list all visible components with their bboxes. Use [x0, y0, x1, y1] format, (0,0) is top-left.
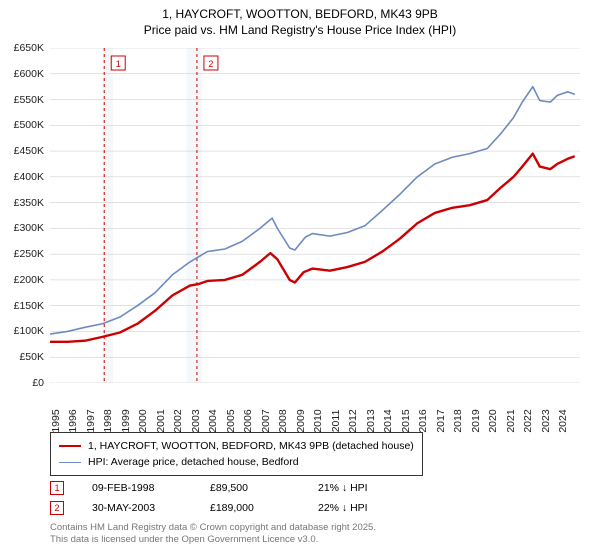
legend-item: 1, HAYCROFT, WOOTTON, BEDFORD, MK43 9PB … [59, 438, 414, 454]
x-tick-label: 1999 [120, 409, 132, 432]
chart-title-block: 1, HAYCROFT, WOOTTON, BEDFORD, MK43 9PB … [0, 0, 600, 38]
x-tick-label: 2000 [137, 409, 149, 432]
legend: 1, HAYCROFT, WOOTTON, BEDFORD, MK43 9PB … [50, 432, 423, 476]
y-tick-label: £400K [14, 171, 44, 183]
svg-text:2: 2 [208, 59, 213, 69]
chart-svg: 12 [50, 48, 580, 383]
x-tick-label: 2007 [260, 409, 272, 432]
x-axis: 1995 1996 1997 1998 1999 2000 2001 2002 2003 2004… [50, 386, 580, 430]
x-tick-label: 1998 [102, 409, 114, 432]
x-tick-label: 2016 [417, 409, 429, 432]
sale-delta: 22% ↓ HPI [318, 502, 408, 514]
y-tick-label: £550K [14, 94, 44, 106]
legend-item: HPI: Average price, detached house, Bedf… [59, 454, 414, 470]
x-tick-label: 2015 [400, 409, 412, 432]
y-tick-label: £500K [14, 119, 44, 131]
y-tick-label: £250K [14, 248, 44, 260]
sale-row: 1 09-FEB-1998 £89,500 21% ↓ HPI [50, 478, 408, 498]
attribution-line1: Contains HM Land Registry data © Crown c… [50, 522, 376, 534]
x-tick-label: 2005 [225, 409, 237, 432]
legend-swatch [59, 462, 81, 463]
x-tick-label: 2019 [470, 409, 482, 432]
x-tick-label: 2021 [505, 409, 517, 432]
x-tick-label: 2018 [452, 409, 464, 432]
x-tick-label: 2023 [540, 409, 552, 432]
y-tick-label: £350K [14, 197, 44, 209]
title-line1: 1, HAYCROFT, WOOTTON, BEDFORD, MK43 9PB [0, 6, 600, 22]
sale-date: 30-MAY-2003 [92, 502, 182, 514]
y-tick-label: £200K [14, 274, 44, 286]
attribution-line2: This data is licensed under the Open Gov… [50, 534, 376, 546]
x-tick-label: 2009 [295, 409, 307, 432]
y-tick-label: £450K [14, 145, 44, 157]
x-tick-label: 2020 [487, 409, 499, 432]
sale-delta: 21% ↓ HPI [318, 482, 408, 494]
x-tick-label: 2004 [207, 409, 219, 432]
y-tick-label: £50K [19, 351, 44, 363]
x-tick-label: 2017 [435, 409, 447, 432]
x-tick-label: 2011 [330, 410, 342, 433]
x-tick-label: 1996 [67, 409, 79, 432]
x-tick-label: 1997 [85, 409, 97, 432]
attribution: Contains HM Land Registry data © Crown c… [50, 522, 376, 546]
legend-label: HPI: Average price, detached house, Bedf… [88, 454, 299, 470]
y-tick-label: £300K [14, 222, 44, 234]
x-tick-label: 2002 [172, 409, 184, 432]
y-tick-label: £600K [14, 68, 44, 80]
y-tick-label: £650K [14, 42, 44, 54]
x-tick-label: 2006 [242, 409, 254, 432]
sale-marker: 1 [50, 481, 64, 495]
x-tick-label: 2022 [522, 409, 534, 432]
x-tick-label: 2010 [312, 409, 324, 432]
x-tick-label: 2008 [277, 409, 289, 432]
y-axis: £0£50K£100K£150K£200K£250K£300K£350K£400… [0, 48, 48, 383]
sale-date: 09-FEB-1998 [92, 482, 182, 494]
sale-price: £89,500 [210, 482, 290, 494]
y-tick-label: £100K [14, 325, 44, 337]
x-tick-label: 2012 [347, 409, 359, 432]
sales-table: 1 09-FEB-1998 £89,500 21% ↓ HPI 2 30-MAY-2003… [50, 478, 408, 518]
sale-marker: 2 [50, 501, 64, 515]
y-tick-label: £0 [32, 377, 44, 389]
legend-label: 1, HAYCROFT, WOOTTON, BEDFORD, MK43 9PB … [88, 438, 414, 454]
sale-price: £189,000 [210, 502, 290, 514]
x-tick-label: 2001 [155, 409, 167, 432]
x-tick-label: 2013 [365, 409, 377, 432]
title-line2: Price paid vs. HM Land Registry's House … [0, 22, 600, 38]
x-tick-label: 2024 [557, 409, 569, 432]
legend-swatch [59, 445, 81, 447]
x-tick-label: 2014 [382, 409, 394, 432]
y-tick-label: £150K [14, 300, 44, 312]
chart-area: 12 [50, 48, 580, 383]
x-tick-label: 2003 [190, 409, 202, 432]
x-tick-label: 1995 [50, 409, 62, 432]
svg-text:1: 1 [116, 59, 121, 69]
sale-row: 2 30-MAY-2003 £189,000 22% ↓ HPI [50, 498, 408, 518]
